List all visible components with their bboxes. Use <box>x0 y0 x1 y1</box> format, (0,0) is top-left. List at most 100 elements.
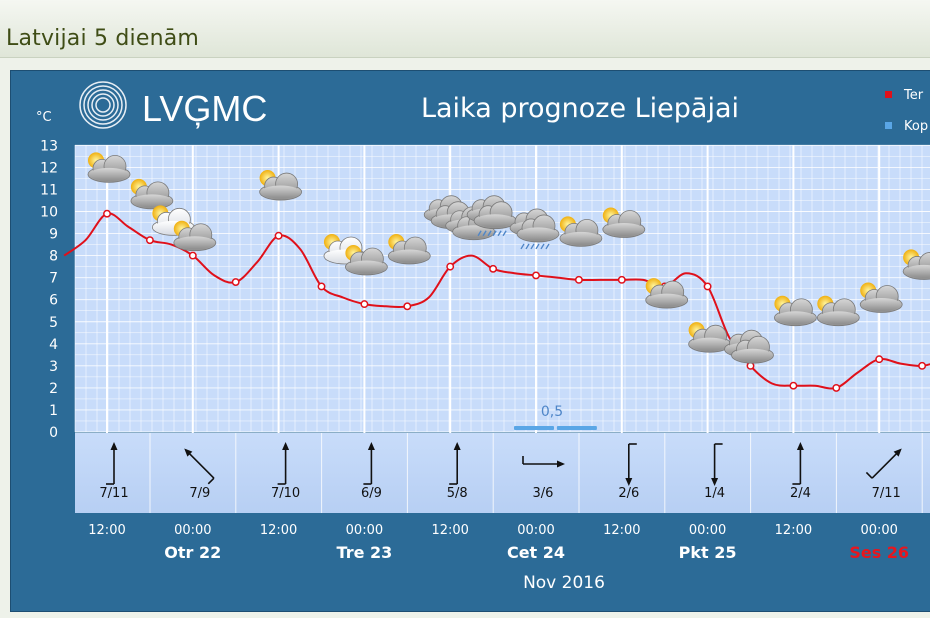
wind-arrow-head <box>453 442 461 450</box>
wind-grid <box>149 433 923 513</box>
legend-label-temperature: Ter <box>903 88 924 103</box>
wind-speed-label: 1/4 <box>704 486 725 501</box>
wind-speed-label: 6/9 <box>361 486 382 501</box>
chart-title: Laika prognoze Liepājai <box>421 93 739 124</box>
cloud-part <box>518 227 558 241</box>
rain-drop <box>540 243 545 250</box>
wind-speed-label: 2/4 <box>790 486 811 501</box>
wind-speed-label: 2/6 <box>618 486 639 501</box>
time-tick-label: 00:00 <box>689 523 726 538</box>
wind-arrow-shaft <box>871 449 901 479</box>
wind-speed-label: 7/9 <box>189 486 210 501</box>
y-tick-label: 1 <box>49 403 58 419</box>
cloud-part <box>775 311 816 325</box>
temperature-line <box>63 212 930 390</box>
cloud-part <box>475 214 516 228</box>
y-tick-label: 13 <box>40 138 58 154</box>
wind-arrow <box>625 443 637 486</box>
rain-drop <box>492 230 497 237</box>
temperature-marker <box>875 355 884 364</box>
overcast-icon <box>724 329 774 364</box>
wind-arrow-tail <box>865 471 873 479</box>
rain-drop <box>520 243 525 250</box>
cloud-part <box>89 167 129 181</box>
y-tick-label: 9 <box>49 227 58 243</box>
rain-drop <box>477 230 482 237</box>
precipitation-bar <box>514 426 554 430</box>
logo-text: LVĢMC <box>142 88 267 129</box>
wind-panel <box>75 433 930 513</box>
y-tick-label: 10 <box>40 205 58 221</box>
legend-label-precipitation: Kop <box>904 119 928 134</box>
day-label: Ses 26 <box>849 543 909 562</box>
wind-arrow-head <box>557 460 565 468</box>
rain-drop <box>530 243 535 250</box>
day-label: Cet 24 <box>507 543 565 562</box>
temperature-marker <box>617 275 626 284</box>
wind-arrow <box>449 442 461 485</box>
legend: Ter Kop <box>885 88 928 134</box>
time-tick-label: 00:00 <box>517 523 554 538</box>
wind-arrow-head <box>796 442 804 450</box>
y-tick-label: 8 <box>49 249 58 265</box>
cloud-part <box>560 231 601 245</box>
wind-arrow-head <box>367 442 375 450</box>
overcast-rain-icon <box>466 195 517 237</box>
precipitation-bar <box>556 426 597 430</box>
grid <box>74 144 930 513</box>
temperature-marker <box>145 236 154 245</box>
time-tick-label: 12:00 <box>603 523 640 538</box>
wind-speed-label: 7/11 <box>99 486 128 501</box>
wind-speed-label: 7/11 <box>872 486 901 501</box>
time-tick-label: 12:00 <box>88 523 125 538</box>
day-label: Tre 23 <box>337 543 393 562</box>
weather-icons <box>87 152 930 364</box>
y-tick-label: 0 <box>49 425 58 441</box>
precipitation-bars <box>514 426 597 430</box>
cloud-part <box>732 348 773 362</box>
legend-swatch-temperature <box>885 91 892 98</box>
rain-drop <box>525 243 530 250</box>
partly-cloudy-icon <box>816 295 860 327</box>
rain-drop <box>497 230 502 237</box>
cloud-part <box>646 293 687 307</box>
time-tick-label: 00:00 <box>860 523 897 538</box>
wind-arrow <box>363 442 375 485</box>
temperature-marker <box>403 302 412 311</box>
top-bar: Latvijai 5 dienām <box>0 0 930 58</box>
unit-label: °C <box>36 110 52 125</box>
rain-drop <box>482 230 487 237</box>
cloud-part <box>818 311 859 325</box>
y-tick-label: 3 <box>49 359 58 375</box>
temperature-marker <box>918 361 927 370</box>
wind-arrow-head <box>110 442 118 450</box>
lvgmc-logo <box>79 81 127 129</box>
wind-arrow-head <box>625 478 633 486</box>
temperature-marker <box>274 231 283 240</box>
temperature-marker <box>188 251 197 260</box>
time-tick-label: 12:00 <box>431 523 468 538</box>
cloud-part <box>861 297 902 311</box>
cloud-part <box>603 223 644 237</box>
cloud-part <box>174 236 215 250</box>
overcast-rain-icon <box>509 208 560 250</box>
partly-cloudy-icon <box>87 152 131 183</box>
temperature-marker <box>489 264 498 273</box>
wind-speed-label: 7/10 <box>271 486 300 501</box>
wind-arrow-head <box>893 448 902 457</box>
wind-arrow <box>277 442 290 485</box>
time-tick-label: 00:00 <box>174 523 211 538</box>
partly-cloudy-icon <box>559 216 603 247</box>
partly-cloudy-icon <box>688 322 731 353</box>
cloud-part <box>904 264 930 278</box>
precipitation-total-label: 0,5 <box>541 404 563 420</box>
temperature-marker <box>446 262 455 271</box>
partly-cloudy-icon <box>602 207 646 238</box>
partly-cloudy-icon <box>259 170 303 201</box>
day-label: Pkt 25 <box>679 543 737 562</box>
temperature-marker <box>231 278 240 287</box>
cloud-part <box>389 249 430 263</box>
wind-arrow <box>792 442 804 485</box>
